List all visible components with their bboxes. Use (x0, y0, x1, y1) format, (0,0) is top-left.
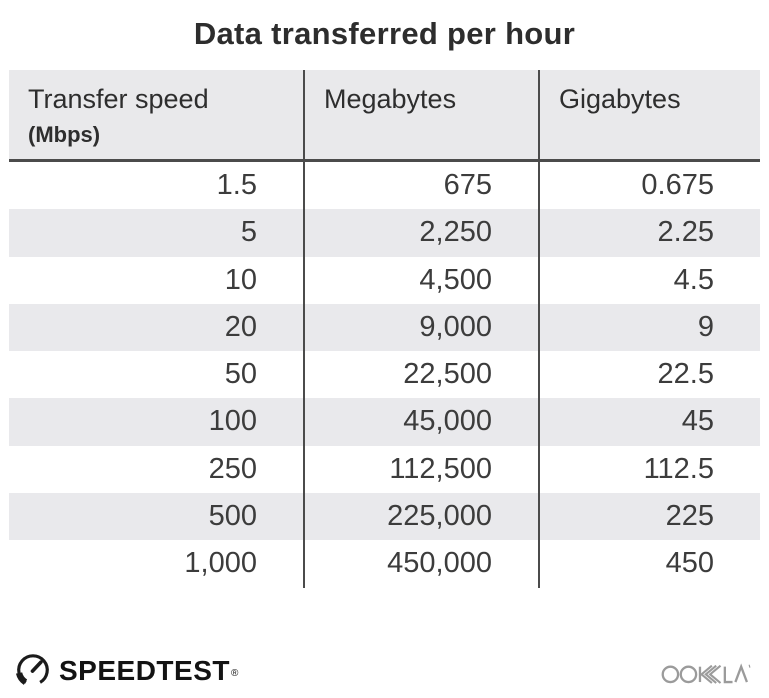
column-header-gigabytes: Gigabytes (538, 70, 760, 159)
table-header-row: Transfer speed (Mbps) Megabytes Gigabyte… (9, 70, 760, 162)
page-title: Data transferred per hour (193, 16, 576, 51)
cell-gigabytes: 22.5 (538, 351, 760, 399)
cell-megabytes: 45,000 (303, 398, 538, 446)
table-row: 1,000 450,000 450 (9, 540, 760, 588)
cell-speed: 50 (224, 358, 257, 391)
cell-gigabytes: 225 (538, 493, 760, 541)
speedtest-gauge-icon (14, 650, 52, 693)
cell-megabytes: 225,000 (303, 493, 538, 541)
cell-speed: 10 (224, 263, 257, 296)
column-header-label: Transfer speed (28, 84, 209, 114)
cell-megabytes: 450,000 (303, 540, 538, 588)
registered-trademark-mark: ® (230, 667, 239, 679)
table-row: 100 45,000 45 (9, 398, 760, 446)
footer: SPEEDTEST ® (14, 648, 757, 694)
cell-megabytes: 4,500 (303, 256, 538, 304)
ookla-logo (661, 656, 757, 686)
table-row: 20 9,000 9 (9, 303, 760, 352)
cell-gigabytes: 0.675 (538, 162, 760, 210)
cell-megabytes: 2,250 (303, 209, 538, 257)
cell-speed: 1.5 (216, 169, 257, 201)
cell-gigabytes: 45 (538, 398, 760, 446)
cell-speed: 500 (208, 500, 257, 533)
column-header-label: Gigabytes (559, 84, 681, 114)
cell-speed: 1,000 (184, 547, 257, 580)
table-row: 10 4,500 4.5 (9, 256, 760, 304)
table-body: 1.5 675 0.675 5 2,250 2.25 10 4,500 4.5 … (9, 162, 760, 588)
speedtest-logo: SPEEDTEST ® (14, 650, 239, 693)
column-header-transfer-speed: Transfer speed (Mbps) (9, 70, 303, 159)
cell-megabytes: 22,500 (303, 351, 538, 399)
table-row: 50 22,500 22.5 (9, 351, 760, 399)
column-header-megabytes: Megabytes (303, 70, 538, 159)
ookla-wordmark (661, 663, 751, 684)
cell-megabytes: 9,000 (303, 303, 538, 352)
data-table: Transfer speed (Mbps) Megabytes Gigabyte… (9, 70, 760, 588)
cell-gigabytes: 9 (538, 303, 760, 352)
column-header-label: Megabytes (324, 84, 457, 114)
cell-gigabytes: 112.5 (538, 445, 760, 494)
column-header-unit: (Mbps) (28, 122, 101, 147)
table-row: 250 112,500 112.5 (9, 445, 760, 494)
table-row: 5 2,250 2.25 (9, 209, 760, 257)
cell-megabytes: 112,500 (303, 445, 538, 494)
table-row: 500 225,000 225 (9, 493, 760, 541)
cell-speed: 100 (208, 405, 257, 438)
cell-gigabytes: 4.5 (538, 256, 760, 304)
speedtest-wordmark: SPEEDTEST (59, 655, 230, 686)
cell-megabytes: 675 (303, 162, 538, 210)
cell-speed: 20 (224, 310, 257, 343)
cell-gigabytes: 2.25 (538, 209, 760, 257)
table-row: 1.5 675 0.675 (9, 162, 760, 210)
cell-speed: 250 (208, 452, 257, 485)
cell-gigabytes: 450 (538, 540, 760, 588)
cell-speed: 5 (240, 216, 257, 249)
